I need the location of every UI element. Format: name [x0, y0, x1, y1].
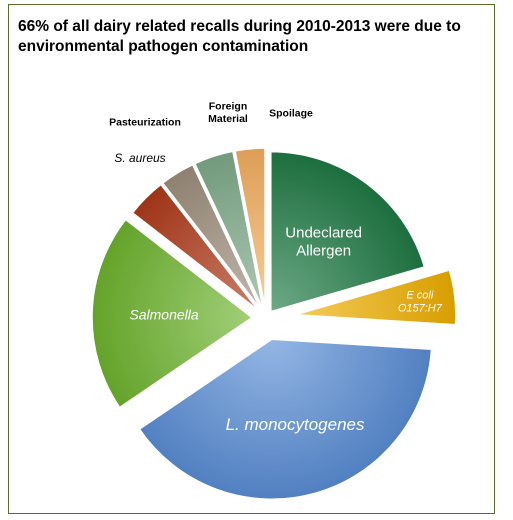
pie-slice-l-monocytogenes — [138, 338, 433, 500]
pie-slice-e-coli-o157-h7 — [295, 269, 457, 326]
pie-slice-foreign-material — [193, 150, 264, 309]
pie-slice-spoilage — [234, 147, 266, 309]
pie-label-s-aureus: S. aureus — [114, 151, 165, 165]
pie-label-pasteurization: Pasteurization — [109, 117, 181, 129]
chart-title: 66% of all dairy related recalls during … — [18, 18, 461, 55]
pie-slice-undeclared-allergen — [270, 150, 426, 313]
pie-label-salmonella: Salmonella — [129, 307, 198, 323]
pie-label-foreign-material: Foreign Material — [208, 100, 248, 125]
pie-slice-salmonella — [91, 218, 254, 409]
pie-label-e-coli-o157-h7: E coli O157:H7 — [398, 289, 443, 314]
pie-slice-s-aureus — [131, 183, 260, 312]
pie-label-l-monocytogenes: L. monocytogenes — [226, 415, 365, 434]
pie-slice-pasteurization — [161, 163, 262, 310]
pie-label-undeclared-allergen: Undeclared Allergen — [285, 224, 362, 259]
pie-label-spoilage: Spoilage — [269, 108, 313, 120]
